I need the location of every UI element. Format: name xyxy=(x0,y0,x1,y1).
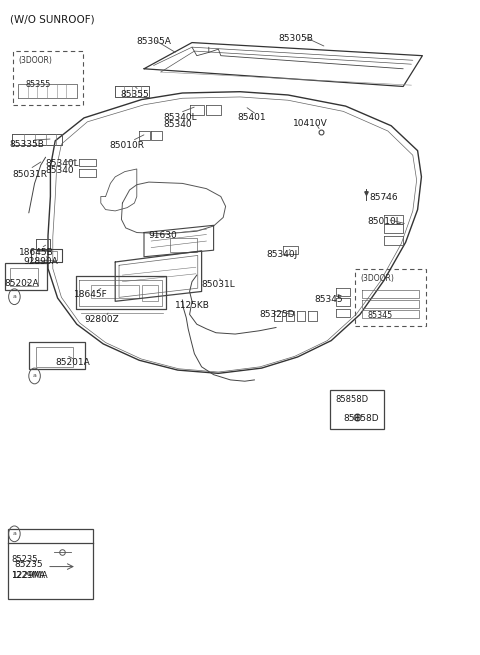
Bar xyxy=(142,285,158,301)
Text: 85355: 85355 xyxy=(120,90,149,100)
Text: 85305A: 85305A xyxy=(137,37,172,47)
Text: (3DOOR): (3DOOR) xyxy=(360,274,394,283)
Text: a: a xyxy=(12,531,16,536)
Bar xyxy=(5,263,47,290)
Text: 85031R: 85031R xyxy=(12,170,47,179)
Bar xyxy=(10,268,38,286)
Text: 85031L: 85031L xyxy=(202,280,235,290)
Bar xyxy=(330,390,384,429)
Text: 85202A: 85202A xyxy=(5,279,39,288)
Text: 85858D: 85858D xyxy=(343,414,379,423)
Text: 1229MA: 1229MA xyxy=(12,571,46,580)
Text: 85340L: 85340L xyxy=(163,113,197,122)
Text: 85201A: 85201A xyxy=(55,358,90,367)
Text: 85345: 85345 xyxy=(367,310,393,320)
Text: 10410V: 10410V xyxy=(293,119,327,128)
Text: 85305B: 85305B xyxy=(278,34,313,43)
Text: 85340: 85340 xyxy=(163,120,192,129)
Text: 85345: 85345 xyxy=(314,295,343,304)
Bar xyxy=(36,251,57,260)
Text: 85355: 85355 xyxy=(25,80,51,89)
Text: 91630: 91630 xyxy=(149,231,178,240)
Text: 85335B: 85335B xyxy=(10,140,45,149)
Bar xyxy=(29,342,85,369)
Text: 85235: 85235 xyxy=(14,560,43,569)
Text: 1229MA: 1229MA xyxy=(12,571,48,580)
Text: 18645B: 18645B xyxy=(19,248,54,257)
Text: 85340: 85340 xyxy=(46,166,74,176)
Text: a: a xyxy=(33,373,36,379)
Text: 85340L: 85340L xyxy=(46,159,79,168)
Bar xyxy=(13,51,83,105)
Bar xyxy=(170,238,197,252)
Bar xyxy=(355,269,426,326)
Text: 85401: 85401 xyxy=(238,113,266,122)
Bar xyxy=(8,529,93,599)
Text: 85325D: 85325D xyxy=(259,310,295,319)
Text: a: a xyxy=(12,294,16,299)
Bar xyxy=(36,347,73,367)
Text: 85010R: 85010R xyxy=(109,141,144,150)
Text: 85746: 85746 xyxy=(370,193,398,202)
Text: 85010L: 85010L xyxy=(367,217,401,227)
Text: 18645F: 18645F xyxy=(74,290,108,299)
Text: 1125KB: 1125KB xyxy=(175,301,210,310)
Text: 85340J: 85340J xyxy=(266,250,298,259)
Text: 92890A: 92890A xyxy=(23,257,58,267)
Text: 85235: 85235 xyxy=(12,555,38,564)
Text: (W/O SUNROOF): (W/O SUNROOF) xyxy=(10,14,94,24)
Text: 85858D: 85858D xyxy=(335,395,368,404)
Text: (3DOOR): (3DOOR) xyxy=(18,56,52,66)
Text: 92800Z: 92800Z xyxy=(84,315,119,324)
Bar xyxy=(91,285,139,298)
